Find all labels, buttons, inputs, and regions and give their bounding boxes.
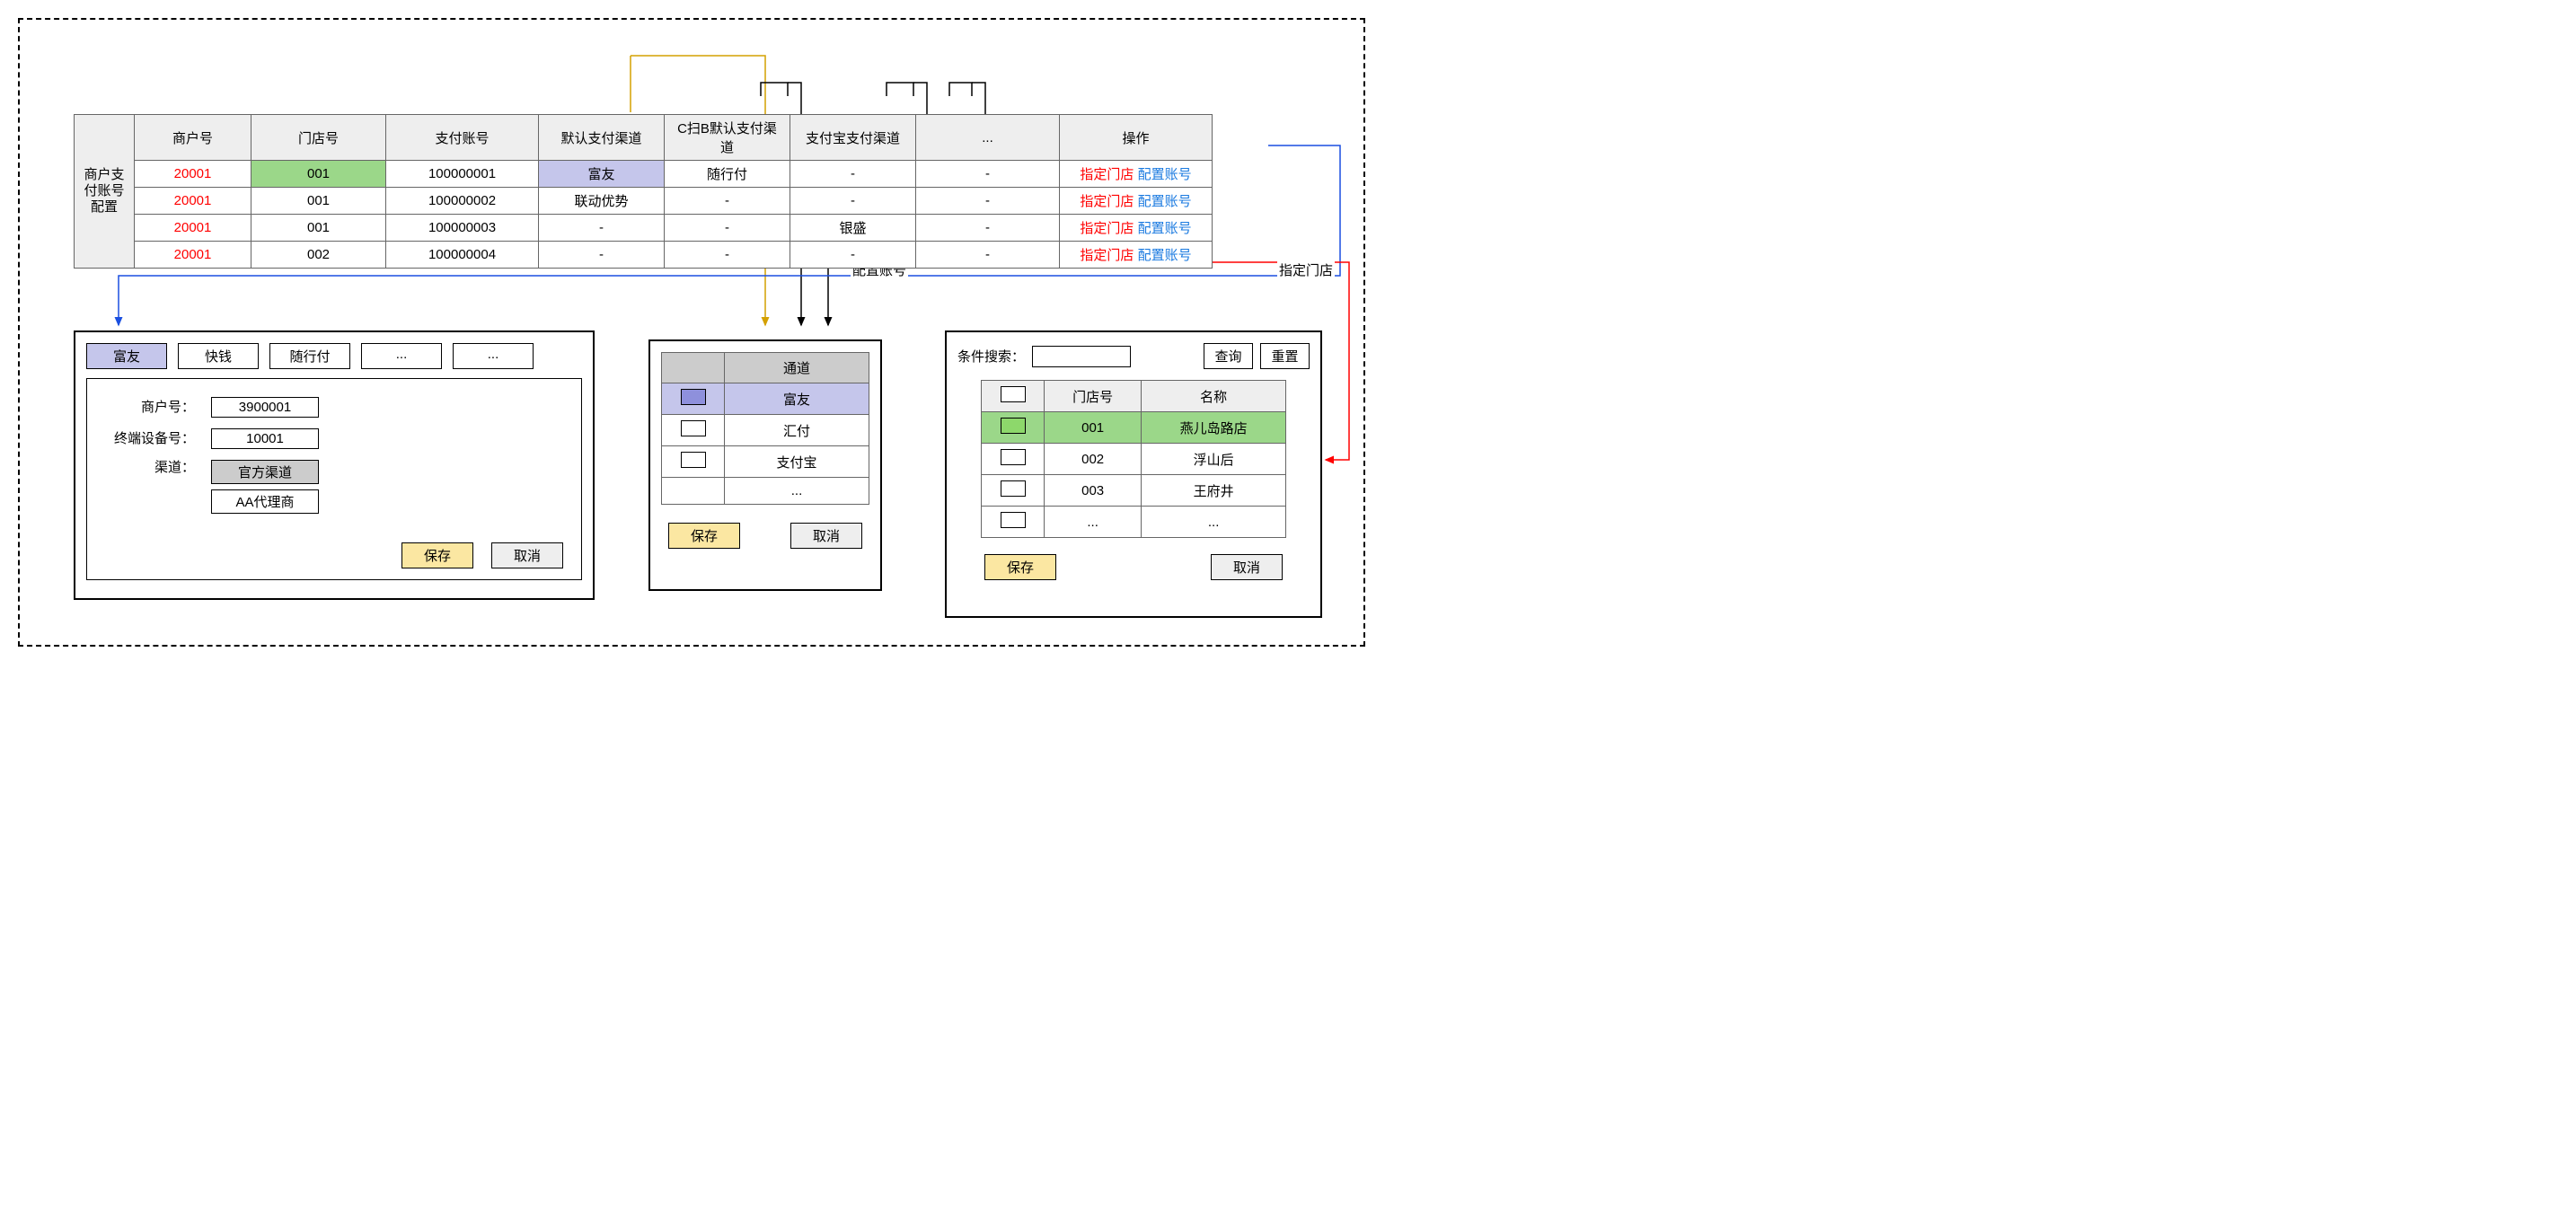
channel-option[interactable]: AA代理商 bbox=[211, 489, 319, 514]
col-merchant: 商户号 bbox=[135, 115, 251, 161]
store-row: 003 王府井 bbox=[982, 475, 1286, 507]
assign-store-link[interactable]: 指定门店 bbox=[1080, 221, 1134, 236]
merchant-label: 商户号： bbox=[114, 400, 195, 415]
wireframe-container: 配置账号 指定门店 商户支付账号配置 商户号 门店号 支付账号 默认支付渠道 C… bbox=[18, 18, 1365, 647]
col-action: 操作 bbox=[1060, 115, 1213, 161]
terminal-input[interactable]: 10001 bbox=[211, 428, 319, 449]
col-cscanb: C扫B默认支付渠道 bbox=[665, 115, 790, 161]
search-label: 条件搜索： bbox=[957, 347, 1025, 366]
checkbox-all[interactable] bbox=[1001, 386, 1026, 402]
config-account-link[interactable]: 配置账号 bbox=[1138, 221, 1192, 236]
config-account-link[interactable]: 配置账号 bbox=[1138, 248, 1192, 263]
assign-store-link[interactable]: 指定门店 bbox=[1080, 194, 1134, 209]
cancel-button[interactable]: 取消 bbox=[491, 542, 563, 568]
config-account-panel: 富友 快钱 随行付 ... ... 商户号： 3900001 终端设备号： 10… bbox=[74, 330, 595, 600]
store-row: 001 燕儿岛路店 bbox=[982, 412, 1286, 444]
store-row: ... ... bbox=[982, 507, 1286, 538]
checkbox[interactable] bbox=[1001, 418, 1026, 434]
save-button[interactable]: 保存 bbox=[668, 523, 740, 549]
channel-option[interactable]: 官方渠道 bbox=[211, 460, 319, 484]
col-alipay: 支付宝支付渠道 bbox=[790, 115, 916, 161]
provider-tabs: 富友 快钱 随行付 ... ... bbox=[86, 343, 582, 369]
col-checkbox bbox=[662, 353, 725, 383]
config-account-link[interactable]: 配置账号 bbox=[1138, 194, 1192, 209]
store-row: 002 浮山后 bbox=[982, 444, 1286, 475]
table-row: 20001 001 100000001 富友 随行付 - - 指定门店 配置账号 bbox=[75, 161, 1213, 188]
save-button[interactable]: 保存 bbox=[984, 554, 1056, 580]
checkbox[interactable] bbox=[681, 389, 706, 405]
config-form: 商户号： 3900001 终端设备号： 10001 渠道： 官方渠道 AA代理商… bbox=[86, 378, 582, 580]
col-account: 支付账号 bbox=[386, 115, 539, 161]
tab-fuyou[interactable]: 富友 bbox=[86, 343, 167, 369]
col-name: 名称 bbox=[1142, 381, 1286, 412]
search-input[interactable] bbox=[1032, 346, 1131, 367]
store-table: 门店号 名称 001 燕儿岛路店 002 浮山后 003 王府井 ... bbox=[981, 380, 1286, 538]
checkbox[interactable] bbox=[681, 420, 706, 436]
checkbox[interactable] bbox=[681, 452, 706, 468]
col-channel: 通道 bbox=[725, 353, 869, 383]
channel-select-panel: 通道 富友 汇付 支付宝 ... 保存 取消 bbox=[648, 339, 882, 591]
tab-kuaiqian[interactable]: 快钱 bbox=[178, 343, 259, 369]
tab-more[interactable]: ... bbox=[361, 343, 442, 369]
col-store: 门店号 bbox=[251, 115, 386, 161]
channel-row: 支付宝 bbox=[662, 446, 869, 478]
checkbox[interactable] bbox=[1001, 480, 1026, 497]
channel-row: 富友 bbox=[662, 383, 869, 415]
table-row: 20001 001 100000002 联动优势 - - - 指定门店 配置账号 bbox=[75, 188, 1213, 215]
checkbox[interactable] bbox=[1001, 449, 1026, 465]
col-store: 门店号 bbox=[1045, 381, 1142, 412]
tab-suixingfu[interactable]: 随行付 bbox=[269, 343, 350, 369]
col-checkbox bbox=[982, 381, 1045, 412]
table-row: 20001 002 100000004 - - - - 指定门店 配置账号 bbox=[75, 242, 1213, 269]
channel-label: 渠道： bbox=[114, 460, 195, 475]
reset-button[interactable]: 重置 bbox=[1260, 343, 1310, 369]
assign-store-panel: 条件搜索： 查询 重置 门店号 名称 001 燕儿岛路店 002 浮山后 bbox=[945, 330, 1322, 618]
channel-row: ... bbox=[662, 478, 869, 505]
config-account-link[interactable]: 配置账号 bbox=[1138, 167, 1192, 182]
assign-store-label: 指定门店 bbox=[1277, 260, 1335, 279]
assign-store-link[interactable]: 指定门店 bbox=[1080, 248, 1134, 263]
channel-table: 通道 富友 汇付 支付宝 ... bbox=[661, 352, 869, 505]
assign-store-link[interactable]: 指定门店 bbox=[1080, 167, 1134, 182]
cancel-button[interactable]: 取消 bbox=[1211, 554, 1283, 580]
save-button[interactable]: 保存 bbox=[401, 542, 473, 568]
channel-row: 汇付 bbox=[662, 415, 869, 446]
merchant-config-table: 商户支付账号配置 商户号 门店号 支付账号 默认支付渠道 C扫B默认支付渠道 支… bbox=[74, 114, 1213, 269]
col-etc: ... bbox=[916, 115, 1060, 161]
merchant-input[interactable]: 3900001 bbox=[211, 397, 319, 418]
table-side-header: 商户支付账号配置 bbox=[75, 115, 135, 269]
terminal-label: 终端设备号： bbox=[114, 431, 195, 446]
tab-more[interactable]: ... bbox=[453, 343, 534, 369]
table-row: 20001 001 100000003 - - 银盛 - 指定门店 配置账号 bbox=[75, 215, 1213, 242]
col-default: 默认支付渠道 bbox=[539, 115, 665, 161]
cancel-button[interactable]: 取消 bbox=[790, 523, 862, 549]
checkbox[interactable] bbox=[1001, 512, 1026, 528]
query-button[interactable]: 查询 bbox=[1204, 343, 1253, 369]
